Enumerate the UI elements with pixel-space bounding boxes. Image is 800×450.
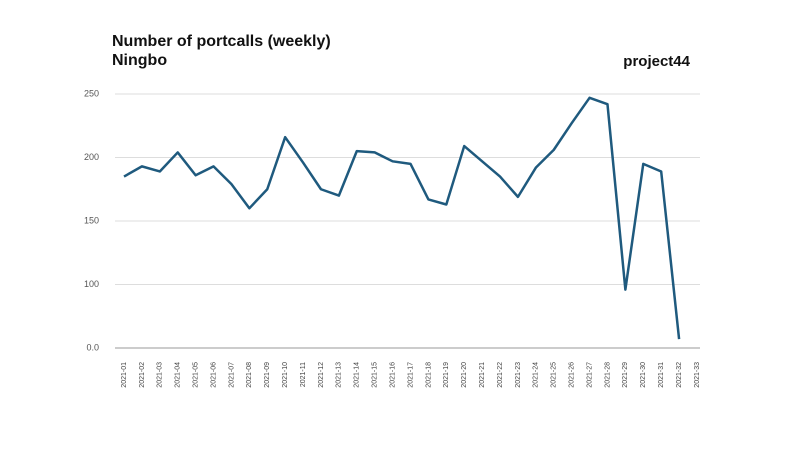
x-tick-label: 2021-28	[604, 362, 611, 388]
x-tick-label: 2021-21	[479, 362, 486, 388]
x-tick-label: 2021-22	[497, 362, 504, 388]
x-tick-label: 2021-18	[425, 362, 432, 388]
y-tick-label: 250	[84, 88, 99, 98]
x-tick-label: 2021-06	[210, 362, 217, 388]
x-tick-label: 2021-25	[551, 362, 558, 388]
x-tick-label: 2021-09	[264, 362, 271, 388]
x-tick-label: 2021-11	[300, 362, 307, 387]
x-tick-label: 2021-27	[586, 362, 593, 388]
x-tick-label: 2021-20	[461, 362, 468, 388]
x-tick-label: 2021-15	[372, 362, 379, 388]
y-tick-label: 200	[84, 152, 99, 162]
x-tick-label: 2021-30	[640, 362, 647, 388]
logo: project44	[623, 53, 690, 70]
x-tick-label: 2021-26	[569, 362, 576, 388]
chart-title: Number of portcalls (weekly)	[112, 33, 331, 50]
x-tick-label: 2021-13	[336, 362, 343, 388]
x-tick-label: 2021-33	[694, 362, 701, 388]
chart-subtitle: Ningbo	[112, 52, 167, 69]
line	[123, 96, 681, 340]
x-tick-label: 2021-01	[121, 362, 128, 388]
x-tick-label: 2021-19	[443, 362, 450, 388]
y-tick-label: 0.0	[86, 342, 99, 352]
x-tick-label: 2021-04	[175, 362, 182, 388]
x-tick-label: 2021-07	[228, 362, 235, 388]
x-tick-label: 2021-14	[354, 362, 361, 388]
y-tick-label: 150	[84, 215, 99, 225]
x-tick-label: 2021-17	[407, 362, 414, 388]
x-tick-label: 2021-12	[318, 362, 325, 388]
x-tick-label: 2021-24	[533, 362, 540, 388]
x-tick-label: 2021-16	[389, 362, 396, 388]
x-tick-label: 2021-32	[676, 362, 683, 388]
x-tick-label: 2021-02	[139, 362, 146, 388]
x-tick-label: 2021-08	[246, 362, 253, 388]
x-tick-label: 2021-29	[622, 362, 629, 388]
y-tick-label: 100	[84, 279, 99, 289]
x-tick-label: 2021-05	[192, 362, 199, 388]
x-tick-label: 2021-10	[282, 362, 289, 388]
x-tick-label: 2021-03	[157, 362, 164, 388]
x-tick-label: 2021-23	[515, 362, 522, 388]
x-tick-label: 2021-31	[658, 362, 665, 388]
